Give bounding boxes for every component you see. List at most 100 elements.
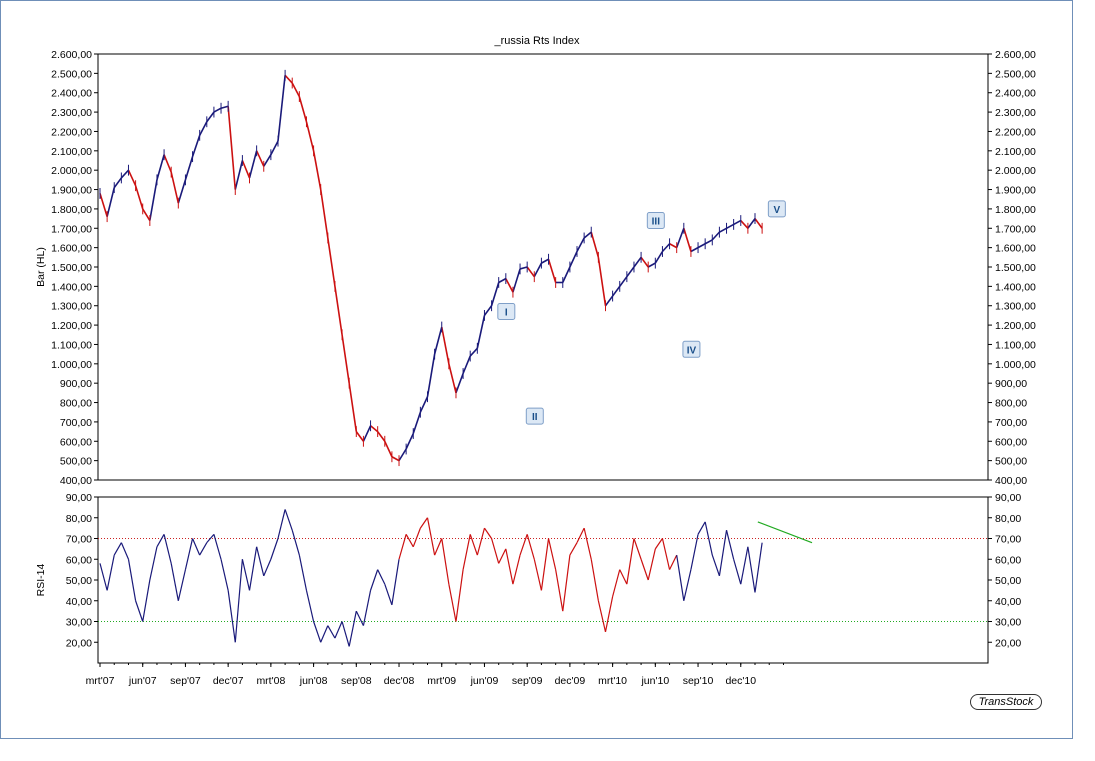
price-ytick-label-left: 1.700,00 xyxy=(51,223,92,235)
rsi-segment xyxy=(263,559,272,577)
rsi-trendline xyxy=(757,521,813,544)
rsi-segment xyxy=(697,521,706,535)
price-segment xyxy=(191,135,201,157)
price-ytick-label-right: 2.300,00 xyxy=(995,107,1036,119)
rsi-segment xyxy=(669,554,678,570)
rsi-ytick-label-right: 40,00 xyxy=(995,596,1021,608)
price-ytick-label-right: 1.500,00 xyxy=(995,262,1036,274)
price-ytick-label-left: 2.000,00 xyxy=(51,165,92,177)
rsi-segment xyxy=(704,521,713,556)
rsi-segment xyxy=(206,533,215,544)
rsi-segment xyxy=(241,559,251,591)
wave-label-box xyxy=(682,340,701,358)
wave-label-iii: III xyxy=(646,212,665,230)
price-segment xyxy=(590,231,600,258)
price-ytick-label-left: 1.000,00 xyxy=(51,359,92,371)
rsi-segment xyxy=(99,563,108,591)
price-ytick-label-left: 800,00 xyxy=(60,398,92,410)
price-segment xyxy=(248,150,258,179)
rsi-segment xyxy=(348,611,357,647)
price-segment xyxy=(426,354,436,397)
rsi-segment xyxy=(327,625,336,639)
price-segment xyxy=(683,228,692,252)
rsi-segment xyxy=(220,559,229,591)
price-ytick-label-right: 2.200,00 xyxy=(995,126,1036,138)
rsi-segment xyxy=(583,527,592,560)
rsi-segment xyxy=(355,610,364,626)
rsi-segment xyxy=(156,534,165,548)
rsi-segment xyxy=(377,569,386,585)
rsi-ytick-label-left: 50,00 xyxy=(66,575,92,587)
price-segment xyxy=(362,425,372,442)
rsi-segment xyxy=(604,596,614,632)
price-ytick-label-left: 2.200,00 xyxy=(51,126,92,138)
rsi-segment xyxy=(555,569,564,612)
price-segment xyxy=(726,223,735,229)
rsi-segment xyxy=(661,538,671,570)
rsi-segment xyxy=(256,546,265,576)
price-ytick-label-left: 1.600,00 xyxy=(51,243,92,255)
rsi-segment xyxy=(725,530,735,560)
price-ytick-label-right: 500,00 xyxy=(995,456,1027,468)
price-ytick-label-right: 1.100,00 xyxy=(995,339,1036,351)
rsi-segment xyxy=(676,555,685,601)
price-segment xyxy=(533,262,543,278)
rsi-segment xyxy=(426,517,436,556)
rsi-ytick-label-right: 90,00 xyxy=(995,492,1021,504)
rsi-segment xyxy=(462,534,471,570)
rsi-segment xyxy=(127,559,137,601)
price-segment xyxy=(469,347,478,357)
xtick-label: sep'09 xyxy=(512,675,543,687)
price-segment xyxy=(391,456,400,462)
rsi-segment xyxy=(149,546,158,581)
xtick-label: mrt'07 xyxy=(86,675,115,687)
rsi-segment xyxy=(469,534,478,556)
price-ytick-label-right: 2.600,00 xyxy=(995,49,1036,61)
price-segment xyxy=(512,268,521,293)
price-segment xyxy=(541,258,549,264)
price-segment xyxy=(740,219,749,229)
rsi-segment xyxy=(547,538,557,570)
price-segment xyxy=(106,187,116,217)
price-ytick-label-left: 600,00 xyxy=(60,436,92,448)
price-segment xyxy=(255,150,265,167)
rsi-segment xyxy=(740,546,749,585)
price-segment xyxy=(113,177,123,189)
price-segment xyxy=(163,154,172,173)
x-axis: mrt'07 jun'07 sep'07 dec'07 mrt'08 jun'08 sep'… xyxy=(86,663,784,687)
rsi-segment xyxy=(526,534,535,560)
rsi-segment xyxy=(640,559,649,581)
xtick-label: sep'08 xyxy=(341,675,372,687)
rsi-segment xyxy=(419,517,428,529)
rsi-segment xyxy=(398,534,407,560)
rsi-segment xyxy=(576,527,585,543)
price-segment xyxy=(220,105,229,109)
price-segment xyxy=(719,227,727,233)
wave-label-box xyxy=(767,200,786,218)
price-ytick-label-left: 1.100,00 xyxy=(51,339,92,351)
xtick-label: dec'10 xyxy=(725,675,756,687)
rsi-segment xyxy=(199,542,208,556)
xtick-label: jun'08 xyxy=(299,675,328,687)
price-segment xyxy=(675,227,685,248)
price-segment xyxy=(319,189,329,239)
price-segment xyxy=(305,121,315,152)
wave-label-iv: IV xyxy=(682,340,701,358)
rsi-segment xyxy=(113,542,122,556)
wave-label-box xyxy=(497,303,516,321)
rsi-segment xyxy=(683,569,692,601)
price-segment xyxy=(419,396,429,413)
xtick-label: mrt'09 xyxy=(427,675,456,687)
price-segment xyxy=(505,278,514,293)
price-segment xyxy=(270,140,279,156)
price-segment xyxy=(562,266,571,283)
price-segment xyxy=(569,251,578,268)
rsi-segment xyxy=(106,554,115,591)
price-segment xyxy=(398,448,407,462)
price-segment xyxy=(206,111,215,123)
rsi-segment xyxy=(313,621,322,643)
rsi-segment xyxy=(412,527,421,548)
rsi-segment xyxy=(213,534,222,560)
price-segment xyxy=(640,256,649,268)
price-ytick-label-right: 1.200,00 xyxy=(995,320,1036,332)
